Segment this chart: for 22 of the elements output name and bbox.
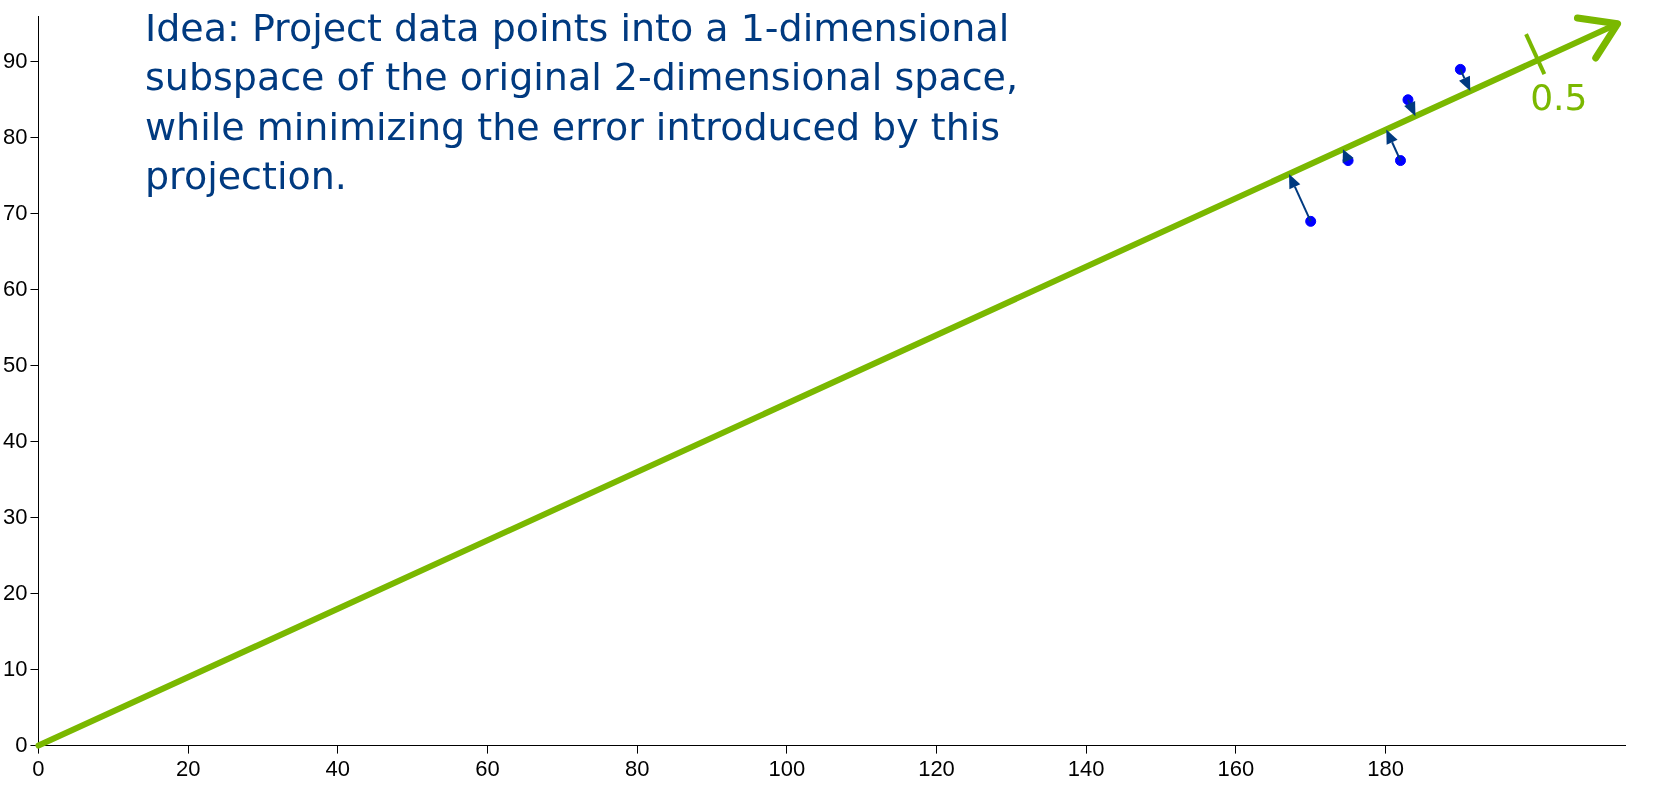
x-tick-label: 140	[1067, 755, 1105, 781]
y-tick-label: 30	[2, 503, 28, 529]
y-tick-label: 80	[2, 123, 28, 149]
y-tick-label: 0	[15, 731, 28, 757]
x-tick-label: 160	[1217, 755, 1255, 781]
annotation: 0.5	[1530, 76, 1588, 118]
y-tick-label: 90	[2, 47, 28, 73]
y-tick-label: 20	[2, 579, 28, 605]
x-tick-label: 80	[624, 755, 650, 781]
x-tick-label: 180	[1367, 755, 1404, 781]
text: Idea: Project data points into a 1-dimensional subspace of the original 2-dimensional space, while minimizing the error introduced by this projection.	[145, 5, 1020, 201]
x-tick-label: 20	[175, 755, 201, 781]
x-tick-label: 60	[475, 755, 500, 781]
x-tick-label: 40	[325, 755, 351, 781]
y-tick-label: 60	[2, 275, 28, 301]
y-tick-label: 50	[2, 351, 28, 377]
x-tick-label: 120	[918, 755, 955, 781]
x-tick-label: 0	[32, 755, 45, 781]
x-tick-label: 100	[768, 755, 806, 781]
y-tick-label: 10	[2, 655, 28, 681]
y-tick-label: 70	[2, 199, 28, 225]
y-tick-label: 40	[2, 427, 28, 453]
